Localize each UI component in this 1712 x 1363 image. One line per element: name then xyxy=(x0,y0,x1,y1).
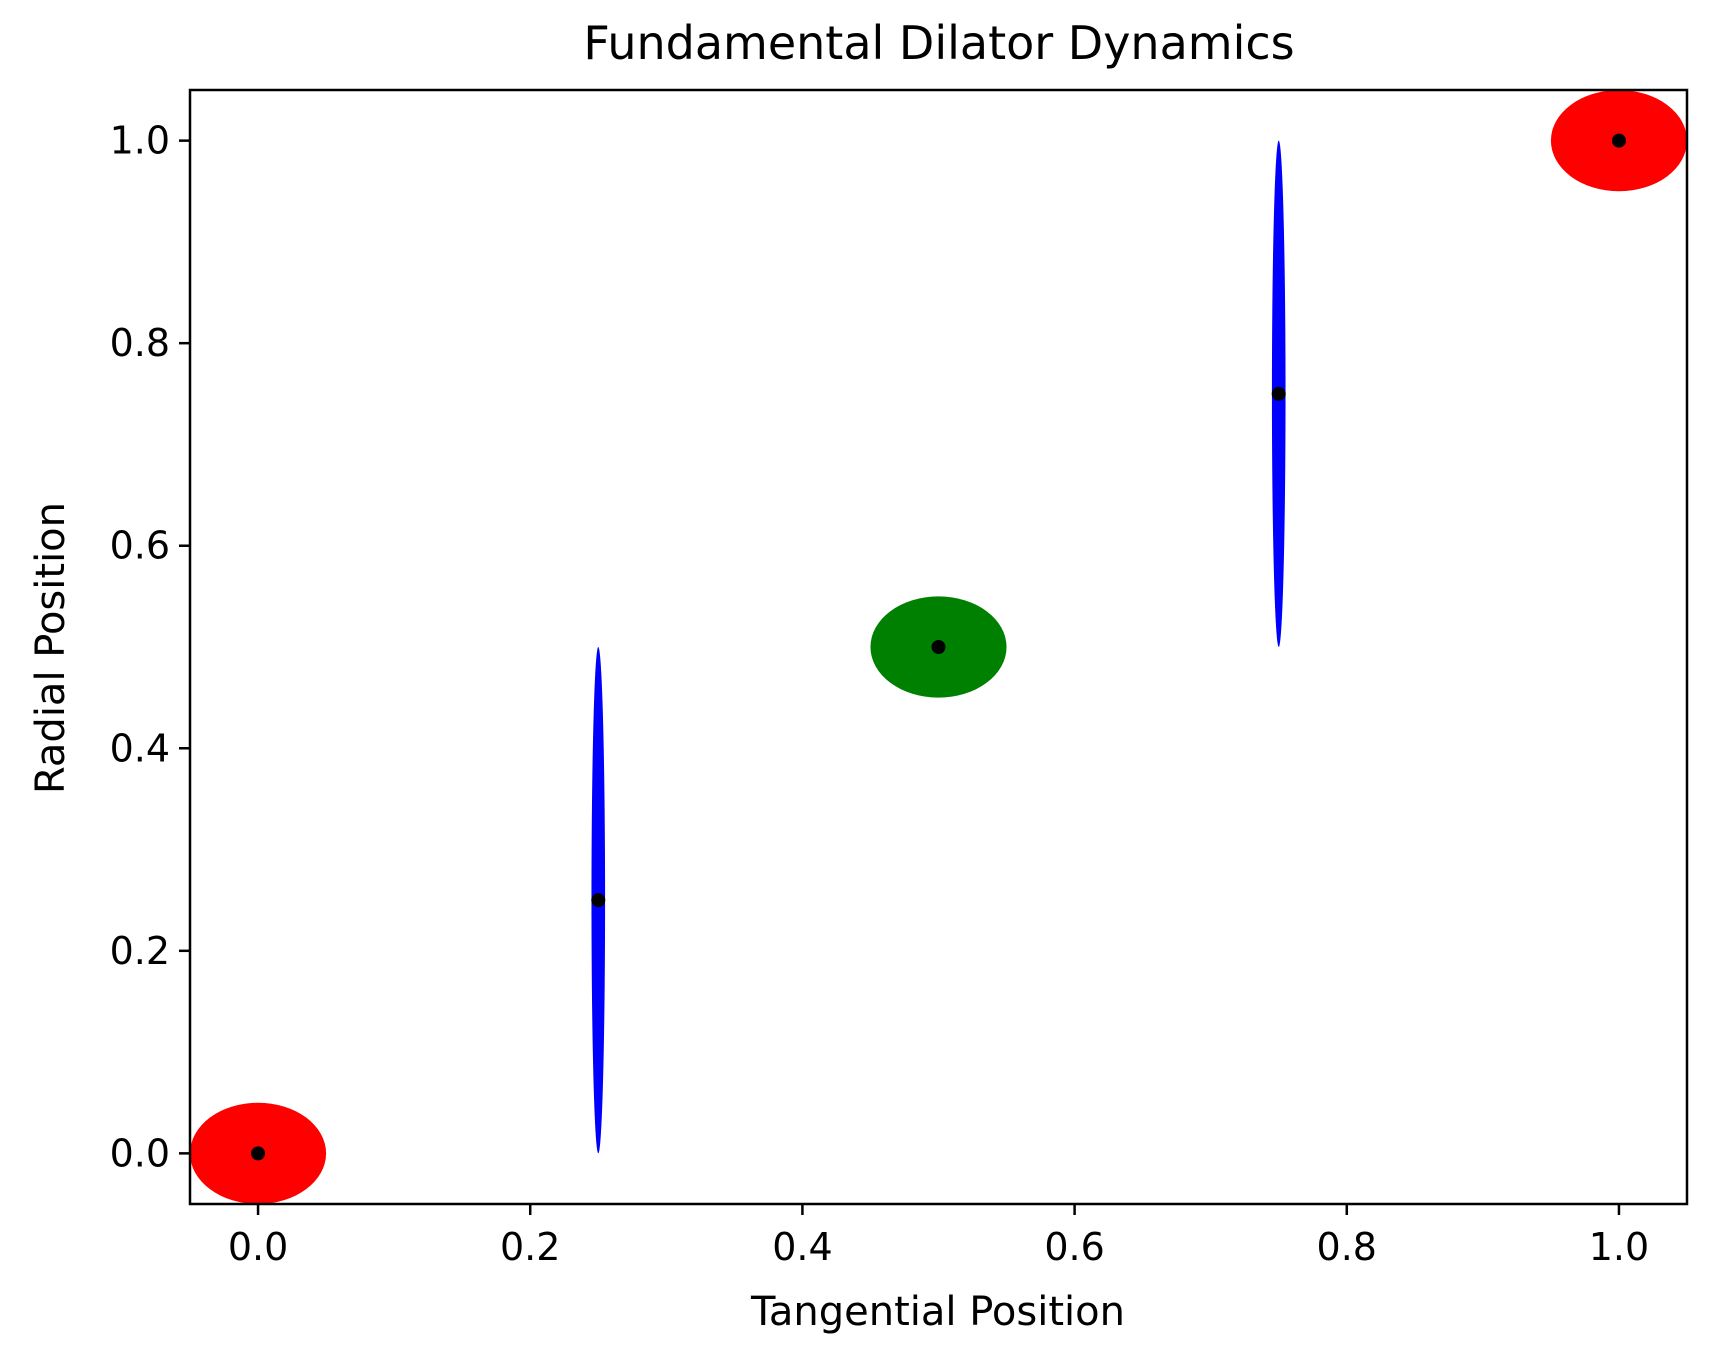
y-tick-label-5: 1.0 xyxy=(110,119,170,163)
y-tick-label-2: 0.4 xyxy=(110,726,170,770)
x-tick-label-3: 0.6 xyxy=(1044,1225,1104,1269)
y-axis-label: Radial Position xyxy=(28,502,74,794)
y-tick-label-1: 0.2 xyxy=(110,929,170,973)
x-tick-label-0: 0.0 xyxy=(228,1225,288,1269)
y-tick-label-0: 0.0 xyxy=(110,1131,170,1175)
data-point-3 xyxy=(931,640,946,654)
data-point-5 xyxy=(1611,133,1626,148)
x-axis-ticks: 0.0 0.2 0.4 0.6 0.8 1.0 xyxy=(228,1204,1649,1269)
chart-title: Fundamental Dilator Dynamics xyxy=(583,16,1294,70)
data-point-4 xyxy=(1271,386,1286,401)
x-axis-label: Tangential Position xyxy=(750,1289,1125,1335)
x-tick-label-1: 0.2 xyxy=(500,1225,560,1269)
x-tick-label-2: 0.4 xyxy=(772,1225,832,1269)
data-point-1 xyxy=(251,1146,266,1161)
y-tick-label-3: 0.6 xyxy=(110,524,170,568)
x-tick-label-5: 1.0 xyxy=(1589,1225,1649,1269)
plot-frame xyxy=(188,88,1689,1206)
y-axis-ticks: 0.0 0.2 0.4 0.6 0.8 1.0 xyxy=(110,119,190,1175)
x-tick-label-4: 0.8 xyxy=(1317,1225,1377,1269)
data-point-2 xyxy=(591,893,606,908)
y-tick-label-4: 0.8 xyxy=(110,321,170,365)
point-layer xyxy=(251,133,1626,1161)
